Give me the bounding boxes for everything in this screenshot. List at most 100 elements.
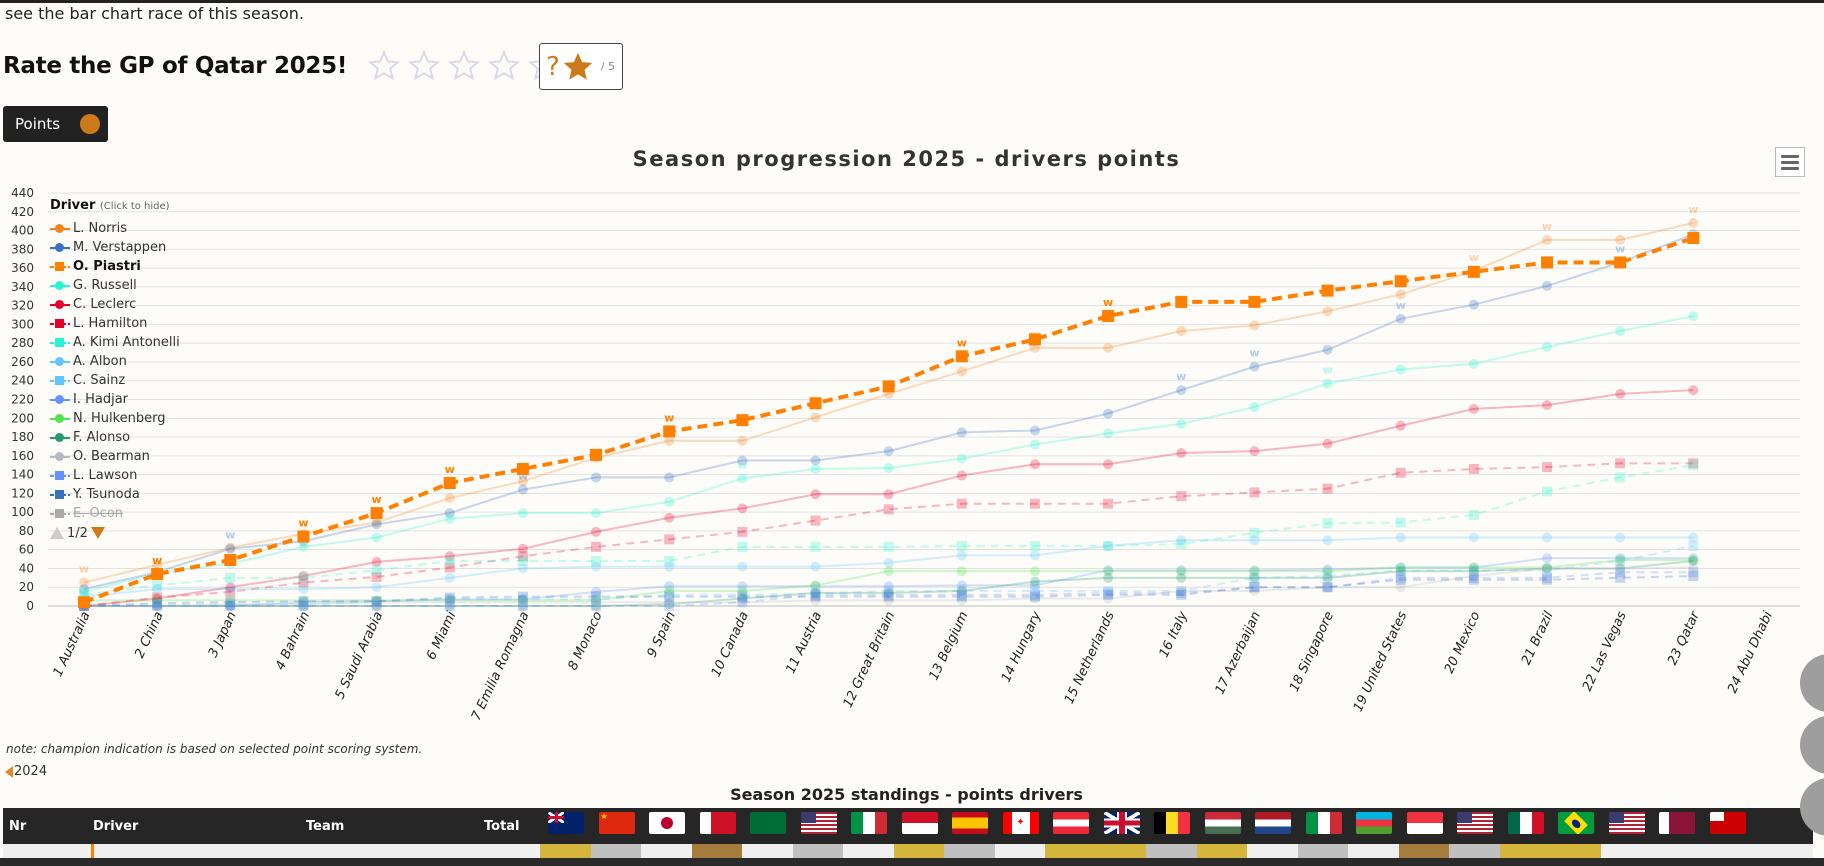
data-point <box>371 565 382 576</box>
data-point <box>1542 532 1552 543</box>
rating-star-icon[interactable] <box>407 49 441 83</box>
legend-symbol-icon <box>50 337 70 348</box>
x-tick-label: 14 Hungary <box>999 609 1045 685</box>
legend-item[interactable]: I. Hadjar <box>50 390 180 409</box>
flag-great-britain-icon <box>1103 812 1140 834</box>
data-point <box>810 455 821 466</box>
legend-item[interactable]: A. Kimi Antonelli <box>50 333 180 352</box>
data-point <box>517 551 528 562</box>
legend-label: O. Piastri <box>73 259 141 274</box>
legend-item[interactable]: Y. Tsunoda <box>50 485 180 504</box>
data-point <box>664 585 675 596</box>
data-point <box>1615 563 1626 574</box>
legend-page-down-icon[interactable] <box>90 527 105 539</box>
data-point <box>591 594 602 605</box>
legend-item[interactable]: C. Leclerc <box>50 295 180 314</box>
data-point <box>1176 565 1187 576</box>
x-tick-label: 16 Italy <box>1157 609 1191 660</box>
series-line <box>84 559 1694 602</box>
points-toggle-button[interactable]: Points <box>3 106 108 142</box>
legend-item[interactable]: L. Norris <box>50 219 180 238</box>
flag-china-icon: ★ <box>598 812 635 834</box>
data-point <box>371 597 382 608</box>
data-point <box>225 582 236 593</box>
x-tick-label: 9 Spain <box>645 609 679 660</box>
legend-item[interactable]: L. Lawson <box>50 466 180 485</box>
legend-symbol-icon <box>50 261 70 272</box>
data-point <box>1615 458 1626 469</box>
legend-item[interactable]: O. Bearman <box>50 447 180 466</box>
data-point <box>1541 256 1553 269</box>
chart-menu-button[interactable] <box>1775 147 1805 177</box>
flag-bahrain-icon <box>699 812 736 834</box>
legend-label: L. Norris <box>73 221 128 236</box>
data-point <box>79 589 89 600</box>
data-point <box>1542 574 1552 585</box>
flag-saudi-arabia-icon <box>750 812 786 834</box>
data-point <box>371 519 382 530</box>
legend-item[interactable]: L. Hamilton <box>50 314 180 333</box>
legend-label: A. Kimi Antonelli <box>73 335 180 350</box>
previous-season-link[interactable]: 2024 <box>5 764 47 779</box>
winner-marker: w <box>1469 251 1479 264</box>
y-tick-label: 360 <box>11 261 34 275</box>
legend-item[interactable]: G. Russell <box>50 276 180 295</box>
column-team[interactable]: Team <box>306 819 345 834</box>
chart-title: Season progression 2025 - drivers points <box>632 147 1181 171</box>
legend-item[interactable]: O. Piastri <box>50 257 180 276</box>
y-tick-label: 40 <box>19 561 34 575</box>
data-point <box>591 586 602 597</box>
flag-monaco-icon <box>901 812 938 834</box>
x-tick-label: 23 Qatar <box>1665 608 1704 668</box>
result-cell <box>1449 844 1500 860</box>
x-tick-label: 18 Singapore <box>1287 609 1337 694</box>
legend-symbol-icon <box>50 280 70 291</box>
data-point <box>1322 582 1333 593</box>
table-row[interactable] <box>3 844 1813 860</box>
column-nr[interactable]: Nr <box>9 819 27 834</box>
column-driver[interactable]: Driver <box>93 819 139 834</box>
data-point <box>371 517 382 528</box>
column-total[interactable]: Total <box>484 819 520 834</box>
data-point <box>444 572 455 583</box>
data-point <box>1322 344 1333 355</box>
y-tick-label: 160 <box>11 449 34 463</box>
data-point <box>664 435 675 446</box>
data-point <box>1249 566 1260 577</box>
data-point <box>1249 535 1260 546</box>
legend-label: O. Bearman <box>73 449 150 464</box>
data-point <box>1322 572 1333 583</box>
winner-marker: w <box>152 554 162 567</box>
data-point <box>1688 555 1699 566</box>
data-point <box>1176 448 1187 459</box>
legend-item[interactable]: F. Alonso <box>50 428 180 447</box>
legend-page-up-icon[interactable] <box>50 527 64 539</box>
team-color-bar <box>91 844 94 860</box>
data-point <box>517 594 528 605</box>
data-point <box>1176 535 1187 546</box>
data-point <box>1615 325 1626 336</box>
data-point <box>1176 585 1187 596</box>
y-tick-label: 280 <box>11 336 34 350</box>
legend-item[interactable]: E. Ocon <box>50 504 180 523</box>
legend-item[interactable]: A. Albon <box>50 352 180 371</box>
data-point <box>883 463 894 474</box>
legend-item[interactable]: C. Sainz <box>50 371 180 390</box>
winner-marker: w <box>664 411 674 424</box>
data-point <box>151 568 164 581</box>
data-point <box>1688 458 1699 469</box>
data-point <box>810 463 821 474</box>
legend-item[interactable]: N. Hulkenberg <box>50 409 180 428</box>
intro-text: see the bar chart race of this season. <box>5 4 304 23</box>
legend-symbol-icon <box>50 356 70 367</box>
data-point <box>370 507 383 520</box>
rating-star-icon[interactable] <box>487 49 521 83</box>
flag-australia-icon <box>548 812 584 834</box>
data-point <box>956 470 967 481</box>
rating-star-icon[interactable] <box>367 49 401 83</box>
legend-item[interactable]: M. Verstappen <box>50 238 180 257</box>
champion-note: note: champion indication is based on se… <box>6 742 423 756</box>
result-cell <box>641 844 692 860</box>
data-point <box>1322 535 1333 546</box>
rating-star-icon[interactable] <box>447 49 481 83</box>
